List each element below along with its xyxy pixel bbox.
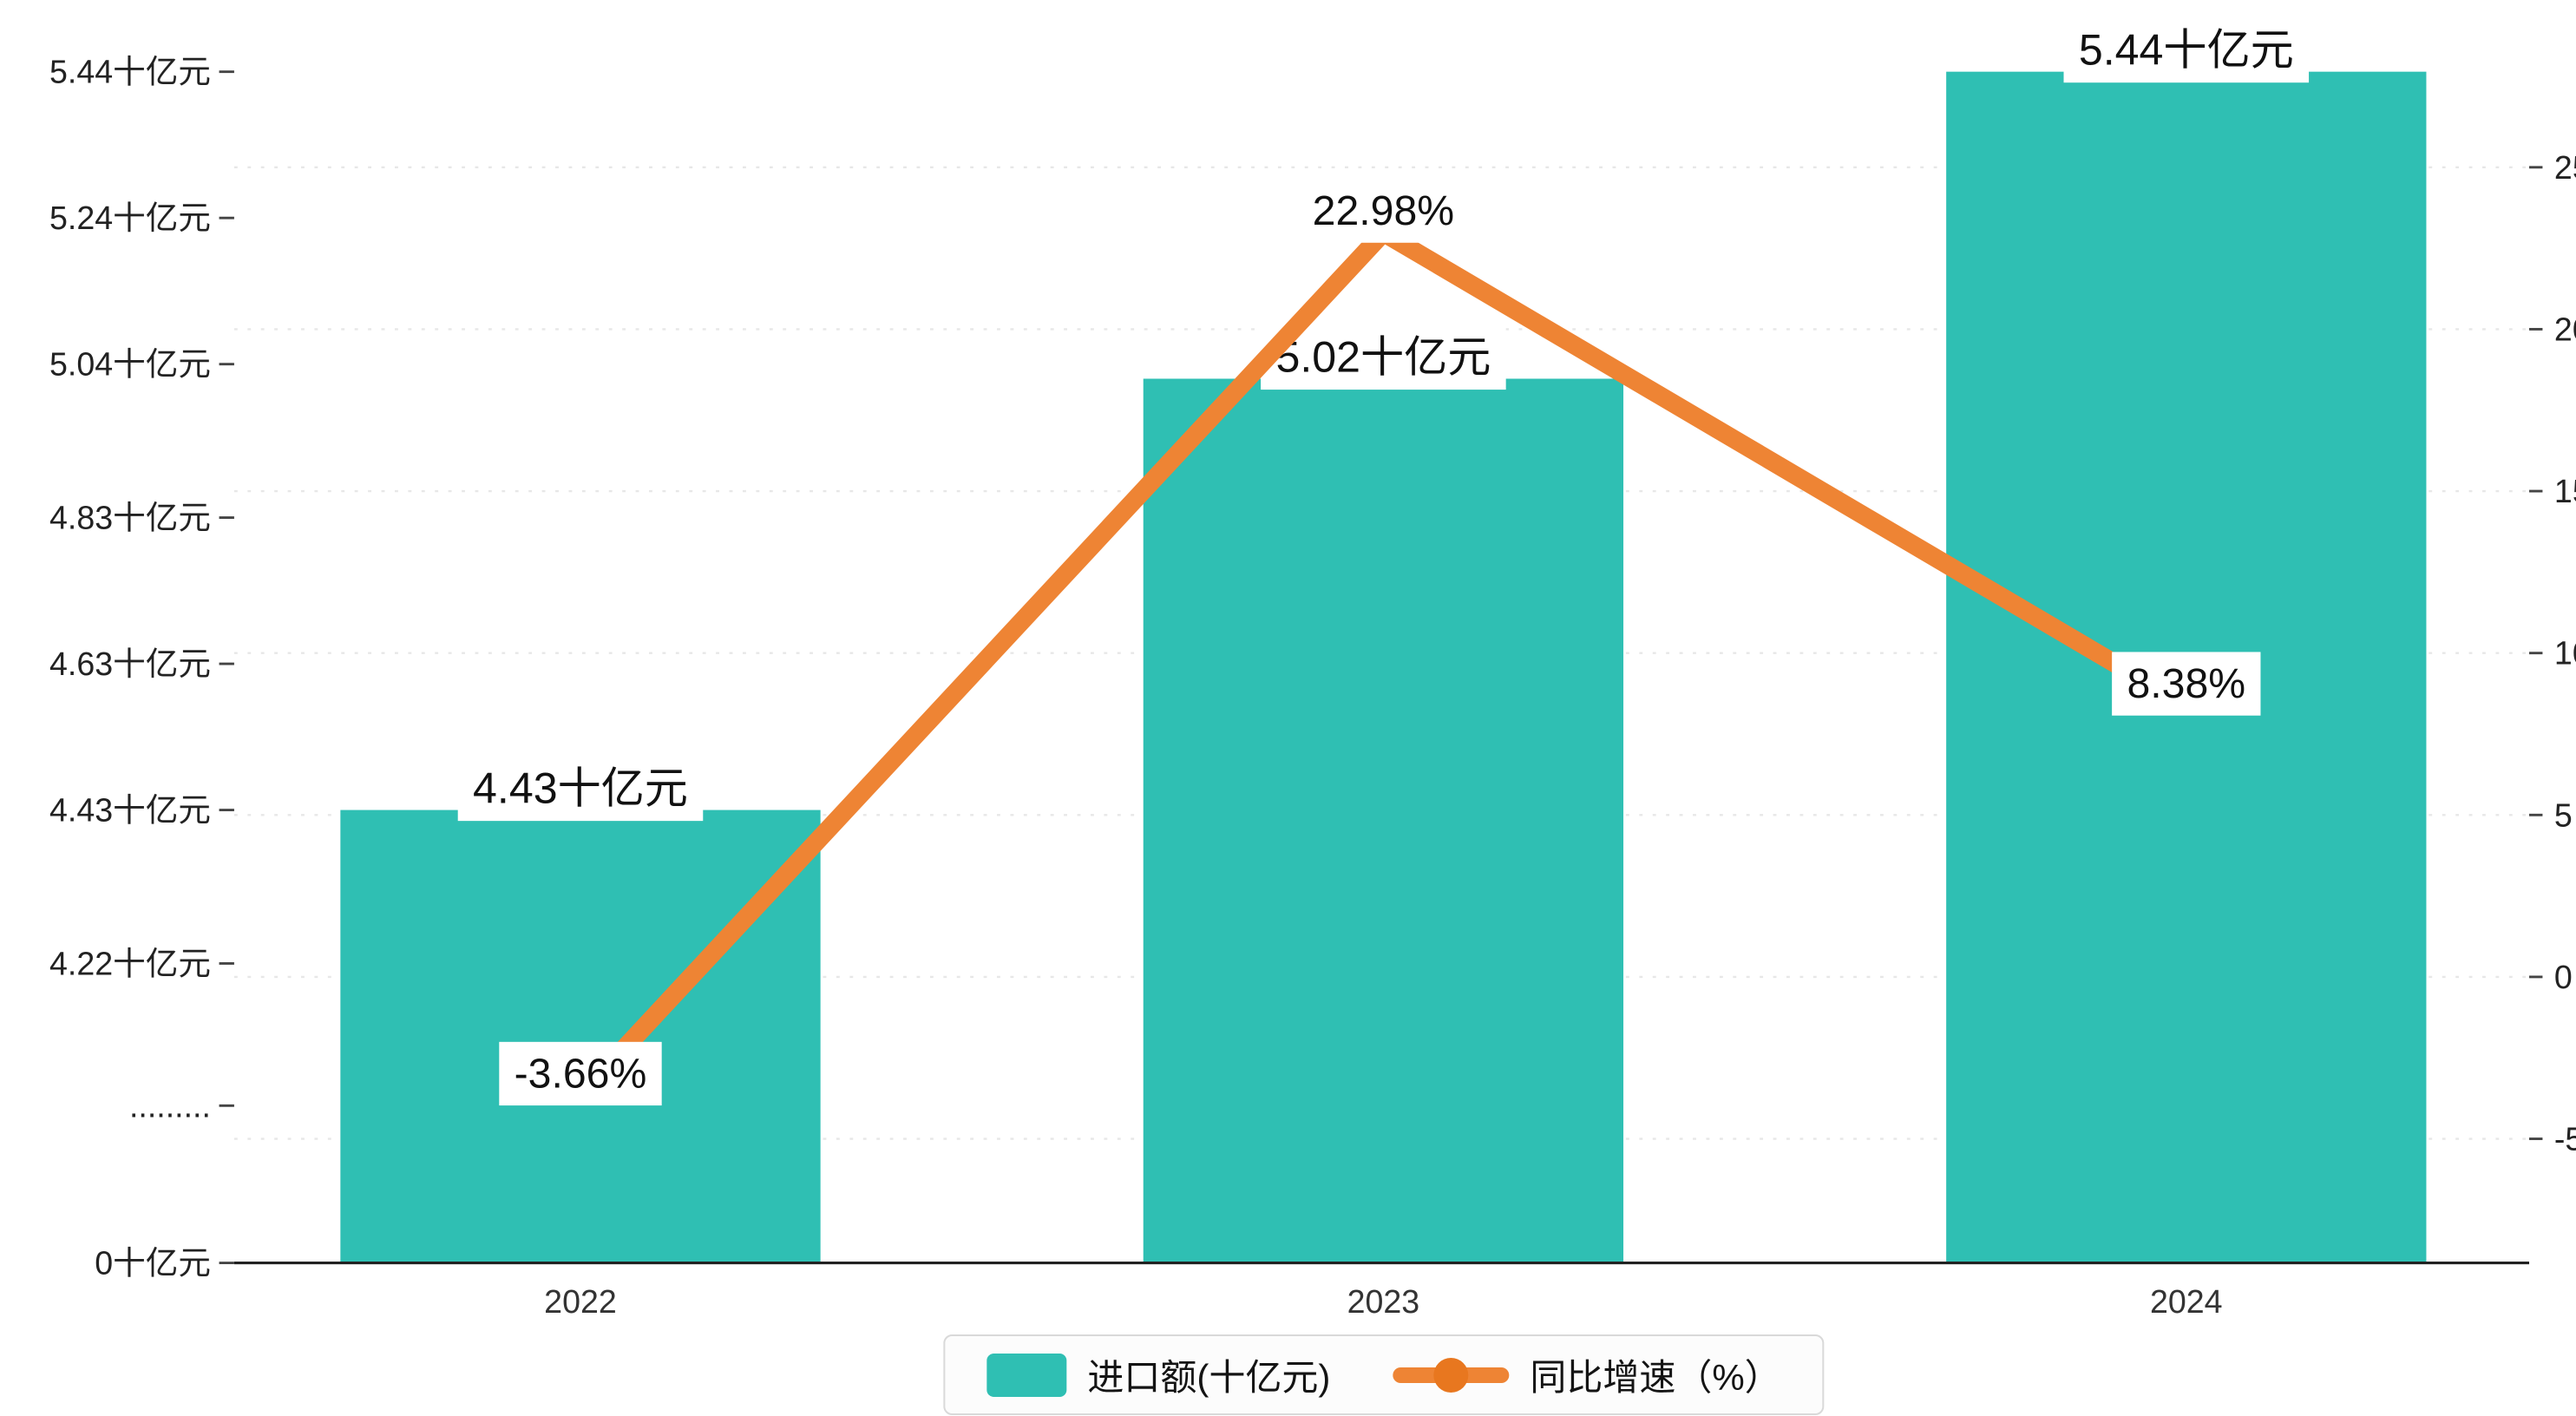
bar-value-label: 5.44十亿元 [2079, 26, 2294, 75]
right-axis-tick-label: 20 [2554, 311, 2576, 347]
left-axis-tick-label: ......... [129, 1087, 211, 1124]
left-axis-tick-label: 4.63十亿元 [49, 646, 211, 682]
legend-line-marker-icon [1433, 1357, 1469, 1393]
line-value-label-bg [2112, 652, 2261, 716]
x-axis-label: 2023 [1347, 1283, 1420, 1320]
legend-item-imports[interactable]: 进口额(十亿元) [986, 1348, 1330, 1401]
line-value-label: -3.66% [515, 1050, 647, 1097]
right-axis-tick-label: 25 [2554, 149, 2576, 186]
left-axis-tick-label: 5.24十亿元 [49, 200, 211, 236]
bar-value-label-bg [1261, 324, 1506, 390]
left-axis-tick-label: 0十亿元 [95, 1245, 211, 1282]
left-axis-tick-label: 4.22十亿元 [49, 945, 211, 981]
legend: 进口额(十亿元) 同比增速（%） [943, 1334, 1825, 1415]
bar-value-label: 4.43十亿元 [473, 764, 688, 813]
right-axis-tick-label: 10 [2554, 635, 2576, 672]
right-axis-tick-label: 0 [2554, 959, 2573, 995]
line-value-label-bg [499, 1041, 662, 1106]
line-value-label-bg [1297, 179, 1470, 243]
right-axis-tick-label: 15 [2554, 473, 2576, 509]
bar-value-label-bg [2063, 16, 2310, 83]
bar-value-label-bg [457, 755, 704, 822]
x-axis-label: 2024 [2150, 1283, 2223, 1320]
legend-bar-swatch [986, 1353, 1067, 1397]
bar-2022 [340, 810, 821, 1263]
bar-value-label: 5.02十亿元 [1275, 332, 1491, 381]
left-axis-tick-label: 5.04十亿元 [49, 346, 211, 383]
right-axis-tick-label: 5 [2554, 796, 2573, 833]
bar-2023 [1143, 378, 1624, 1263]
legend-line-label: 同比增速（%） [1530, 1357, 1781, 1398]
line-value-label: 8.38% [2127, 660, 2245, 707]
left-axis-tick-label: 4.83十亿元 [49, 500, 211, 536]
legend-item-growth[interactable]: 同比增速（%） [1393, 1348, 1781, 1401]
line-value-label: 22.98% [1313, 187, 1454, 234]
left-axis-tick-label: 5.44十亿元 [49, 54, 211, 90]
left-axis-tick-label: 4.43十亿元 [49, 792, 211, 829]
legend-line-swatch [1393, 1357, 1510, 1393]
right-axis-tick-label: -5 [2554, 1121, 2576, 1157]
legend-bar-label: 进口额(十亿元) [1087, 1357, 1331, 1398]
x-axis-label: 2022 [544, 1283, 617, 1320]
